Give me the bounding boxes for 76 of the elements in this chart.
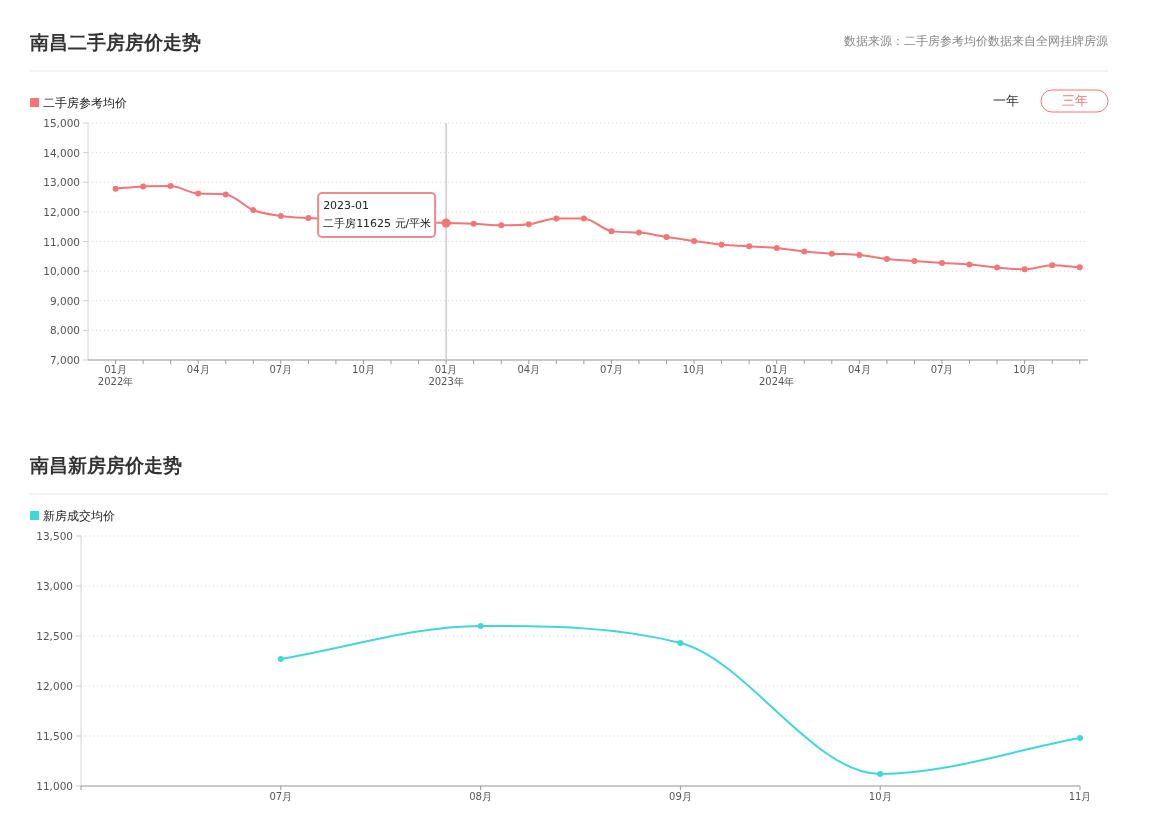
- point: [911, 258, 918, 265]
- y-tick-label: 7,000: [49, 354, 80, 366]
- y-tick-label: 10,000: [43, 265, 80, 278]
- text: 三年: [1061, 93, 1088, 108]
- x-tick-label: 10月: [352, 364, 375, 375]
- legend-label: 新房成交均价: [43, 509, 115, 523]
- point: [608, 228, 615, 235]
- y-tick-label: 13,000: [36, 580, 73, 592]
- point: [250, 207, 257, 214]
- x-tick-label: 10月: [682, 364, 706, 375]
- point: [140, 183, 147, 190]
- y-tick-label: 15,000: [43, 117, 80, 129]
- x-tick-label: 04月: [517, 364, 541, 375]
- y-tick-label: 12,000: [43, 205, 80, 218]
- point: [746, 243, 753, 250]
- x-tick-label: 10月: [1013, 364, 1037, 375]
- y-tick-label: 8,000: [49, 324, 80, 337]
- legend-label: 二手房参考均价: [43, 96, 127, 110]
- point: [277, 213, 284, 220]
- point: [553, 215, 560, 222]
- annotation: 2023-01 二手房11625 元/平米: [323, 198, 432, 230]
- point: [1049, 262, 1056, 269]
- x-tick-label: 08月: [469, 791, 492, 802]
- chart-title: 南昌新房房价走势: [29, 454, 182, 476]
- y-tick-label: 9,000: [49, 294, 80, 307]
- point: [222, 191, 229, 198]
- chart-title: 南昌二手房房价走势: [29, 31, 201, 53]
- point: [305, 215, 312, 222]
- chart-subtitle: 数据来源：二手房参考均价数据来自全网挂牌房源: [844, 34, 1108, 48]
- x-tick-label: 07月: [930, 364, 954, 375]
- x-tick-label: 04月: [847, 364, 871, 375]
- point: [498, 222, 505, 229]
- point: [663, 234, 670, 241]
- y-tick-label: 13,000: [43, 176, 80, 189]
- y-tick-label: 12,000: [36, 680, 73, 692]
- y-tick-label: 11,500: [36, 730, 73, 742]
- y-tick-label: 11,000: [36, 780, 73, 792]
- point: [773, 245, 780, 252]
- point: [167, 183, 174, 190]
- text: 一年: [993, 93, 1019, 108]
- point: [828, 250, 835, 257]
- point: [801, 248, 808, 255]
- y-tick-label: 13,500: [36, 530, 73, 542]
- x-tick-label: 04月: [186, 364, 210, 375]
- point: [718, 241, 725, 248]
- x-tick-label: 11月: [1068, 791, 1092, 802]
- point: [477, 623, 484, 629]
- point: [994, 264, 1001, 271]
- point: [525, 221, 532, 228]
- x-tick-label: 07月: [269, 791, 293, 802]
- point: [939, 259, 945, 266]
- point: [677, 640, 684, 646]
- x-tick-label: 07月: [269, 364, 293, 375]
- point: [966, 261, 973, 268]
- y-tick-label: 14,000: [43, 146, 80, 159]
- point: [470, 220, 477, 227]
- y-tick-label: 11,000: [43, 235, 80, 248]
- point: [1021, 266, 1028, 273]
- point: [856, 251, 863, 258]
- point: [877, 771, 884, 777]
- x-tick-label: 01月 2024年: [758, 364, 795, 387]
- point: [1076, 264, 1083, 271]
- point: [112, 185, 119, 192]
- x-tick-label: 10月: [868, 791, 892, 802]
- point: [580, 215, 587, 222]
- y-tick-label: 12,500: [36, 630, 73, 642]
- point: [277, 656, 284, 662]
- point: [883, 255, 890, 262]
- x-tick-label: 09月: [669, 791, 692, 802]
- x-tick-label: 01月 2022年: [97, 364, 134, 387]
- point: [635, 229, 642, 236]
- point: [195, 190, 202, 197]
- point: [1077, 735, 1083, 741]
- x-tick-label: 07月: [600, 364, 623, 375]
- x-tick-label: 01月 2023年: [428, 364, 464, 387]
- point: [691, 237, 698, 244]
